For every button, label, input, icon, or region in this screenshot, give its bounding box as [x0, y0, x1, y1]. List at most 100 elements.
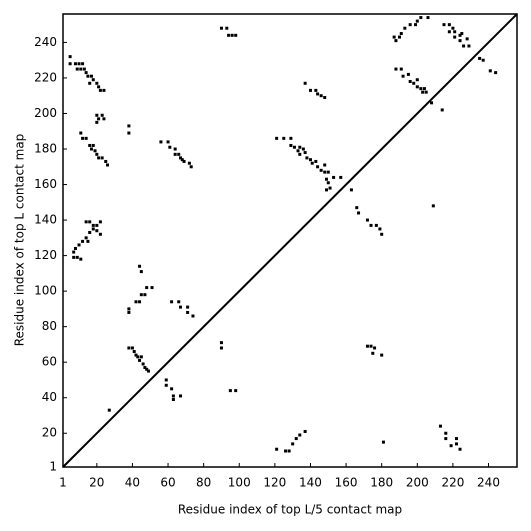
contact-point	[394, 39, 398, 43]
contact-point	[138, 264, 142, 268]
contact-point	[447, 23, 451, 27]
contact-point	[378, 227, 382, 231]
y-tick-label: 60	[42, 355, 57, 369]
contact-point	[84, 220, 88, 224]
contact-point	[381, 440, 385, 444]
contact-point	[146, 369, 150, 373]
contact-point	[323, 95, 327, 99]
contact-point	[93, 149, 97, 153]
contact-point	[102, 88, 106, 92]
contact-point	[481, 58, 485, 62]
contact-point	[127, 346, 131, 350]
contact-point	[294, 437, 298, 441]
contact-point	[186, 305, 190, 309]
diagonal	[62, 13, 518, 468]
contact-point	[227, 33, 231, 37]
contact-point	[394, 67, 398, 71]
contact-point	[102, 117, 106, 121]
contact-point	[95, 113, 99, 117]
contact-point	[173, 147, 177, 151]
contact-point	[145, 367, 149, 371]
contact-point	[414, 23, 418, 27]
x-tick-label: 80	[196, 476, 211, 490]
contact-point	[374, 223, 378, 227]
contact-point	[95, 120, 99, 124]
y-tick-label: 120	[34, 248, 57, 262]
contact-point	[426, 16, 430, 20]
x-tick-label: 100	[228, 476, 251, 490]
x-tick-label: 180	[370, 476, 393, 490]
contact-point	[369, 344, 373, 348]
contact-point	[170, 387, 174, 391]
contact-point	[444, 431, 448, 435]
y-tick-label: 20	[42, 426, 57, 440]
contact-point	[150, 286, 154, 290]
contact-point	[284, 449, 288, 453]
contact-point	[95, 152, 99, 156]
contact-point	[166, 140, 170, 144]
x-tick-label: 200	[406, 476, 429, 490]
contact-point	[79, 131, 83, 135]
contact-point	[86, 74, 90, 78]
contact-point	[97, 156, 101, 160]
contact-point	[431, 204, 435, 208]
contact-point	[189, 165, 193, 169]
contact-point	[339, 175, 343, 179]
contact-point	[430, 101, 434, 105]
contact-point	[412, 81, 416, 85]
contact-point	[179, 394, 183, 398]
contact-point	[380, 353, 384, 357]
contact-point	[180, 158, 184, 162]
contact-point	[77, 62, 81, 66]
contact-point	[454, 437, 458, 441]
contact-point	[365, 218, 369, 222]
contact-point	[91, 143, 95, 147]
contact-point	[228, 389, 232, 393]
contact-point	[371, 351, 375, 355]
contact-point	[72, 255, 76, 259]
contact-point	[171, 397, 175, 401]
contact-point	[98, 220, 102, 224]
contact-point	[143, 366, 147, 370]
contact-point	[179, 305, 183, 309]
contact-point	[415, 78, 419, 82]
contact-point	[305, 156, 309, 160]
contact-point	[296, 149, 300, 153]
contact-point	[234, 389, 238, 393]
contact-point	[440, 108, 444, 112]
contact-point	[88, 231, 92, 235]
contact-point	[465, 37, 469, 41]
contact-point	[68, 62, 72, 66]
contact-point	[95, 81, 99, 85]
contact-point	[230, 33, 234, 37]
contact-point	[73, 62, 77, 66]
contact-point	[95, 223, 99, 227]
plot-frame	[62, 13, 518, 468]
contact-point	[316, 165, 320, 169]
contact-point	[462, 44, 466, 48]
contact-point	[401, 74, 405, 78]
contact-point	[132, 350, 136, 354]
contact-point	[86, 239, 90, 243]
x-tick-label: 60	[160, 476, 175, 490]
contact-point	[319, 168, 323, 172]
contact-point	[415, 19, 419, 23]
contact-point	[127, 310, 131, 314]
contact-point	[292, 145, 296, 149]
contact-point	[488, 69, 492, 73]
contact-point	[421, 90, 425, 94]
x-tick-label: 20	[89, 476, 104, 490]
contact-point	[291, 442, 295, 446]
contact-point	[186, 310, 190, 314]
contact-point	[478, 56, 482, 60]
contact-point	[453, 30, 457, 34]
contact-point	[442, 23, 446, 27]
contact-point	[81, 239, 85, 243]
contact-point	[289, 143, 293, 147]
contact-point	[438, 424, 442, 428]
contact-point	[164, 383, 168, 387]
contact-point	[458, 39, 462, 43]
contact-point	[324, 188, 328, 192]
contact-point	[275, 447, 279, 451]
contact-point	[171, 394, 175, 398]
